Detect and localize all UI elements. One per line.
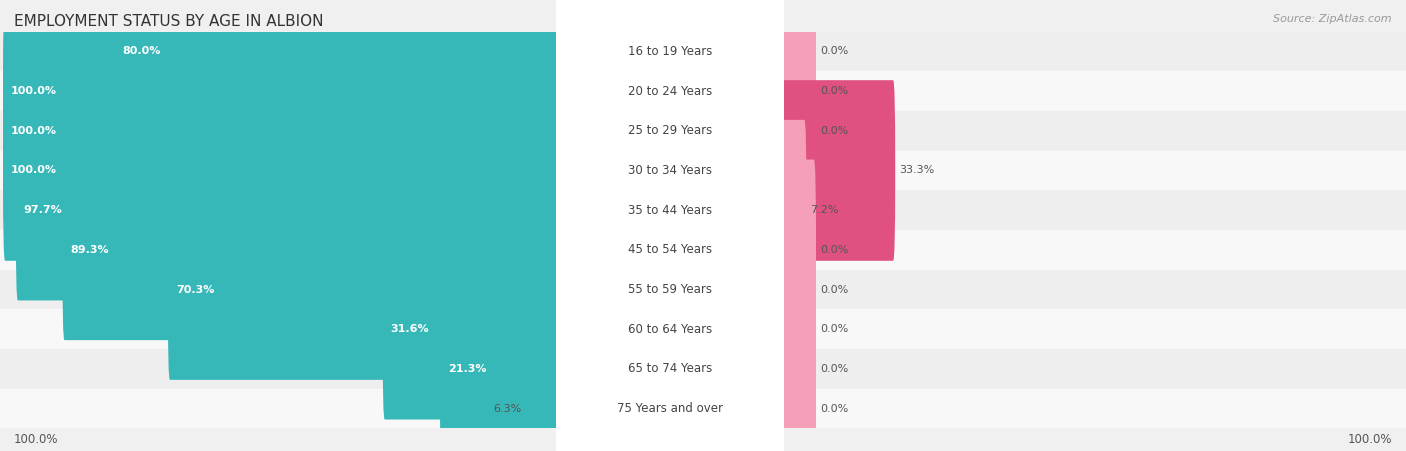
FancyBboxPatch shape — [555, 0, 785, 222]
FancyBboxPatch shape — [778, 0, 815, 142]
FancyBboxPatch shape — [778, 239, 815, 419]
FancyBboxPatch shape — [114, 0, 562, 142]
Text: 60 to 64 Years: 60 to 64 Years — [628, 323, 711, 336]
FancyBboxPatch shape — [778, 160, 815, 340]
FancyBboxPatch shape — [3, 1, 562, 181]
Text: 89.3%: 89.3% — [70, 245, 110, 255]
Text: Source: ZipAtlas.com: Source: ZipAtlas.com — [1274, 14, 1392, 23]
FancyBboxPatch shape — [62, 160, 562, 340]
Text: 7.2%: 7.2% — [810, 205, 839, 215]
Bar — [0, 32, 1406, 71]
Bar — [0, 230, 1406, 270]
Text: 25 to 29 Years: 25 to 29 Years — [628, 124, 711, 137]
FancyBboxPatch shape — [778, 279, 815, 451]
Text: 100.0%: 100.0% — [11, 166, 58, 175]
FancyBboxPatch shape — [167, 199, 562, 380]
Text: 100.0%: 100.0% — [14, 433, 59, 446]
Text: 0.0%: 0.0% — [820, 324, 848, 334]
FancyBboxPatch shape — [555, 79, 785, 420]
FancyBboxPatch shape — [555, 198, 785, 451]
Text: 6.3%: 6.3% — [492, 404, 522, 414]
Text: 0.0%: 0.0% — [820, 126, 848, 136]
Text: 35 to 44 Years: 35 to 44 Years — [628, 204, 711, 216]
Text: 0.0%: 0.0% — [820, 86, 848, 96]
Text: 65 to 74 Years: 65 to 74 Years — [628, 363, 711, 375]
FancyBboxPatch shape — [555, 40, 785, 381]
Text: 80.0%: 80.0% — [122, 46, 160, 56]
Bar — [0, 270, 1406, 309]
FancyBboxPatch shape — [778, 80, 896, 261]
Bar — [0, 389, 1406, 428]
Bar — [0, 309, 1406, 349]
Text: 75 Years and over: 75 Years and over — [617, 402, 723, 415]
FancyBboxPatch shape — [555, 0, 785, 341]
Bar — [0, 111, 1406, 151]
Text: EMPLOYMENT STATUS BY AGE IN ALBION: EMPLOYMENT STATUS BY AGE IN ALBION — [14, 14, 323, 28]
Text: 21.3%: 21.3% — [447, 364, 486, 374]
FancyBboxPatch shape — [382, 239, 562, 419]
FancyBboxPatch shape — [440, 279, 562, 451]
FancyBboxPatch shape — [778, 318, 815, 451]
Bar — [0, 151, 1406, 190]
FancyBboxPatch shape — [15, 120, 562, 300]
Bar — [0, 71, 1406, 111]
FancyBboxPatch shape — [523, 318, 562, 451]
Text: 0.0%: 0.0% — [820, 364, 848, 374]
FancyBboxPatch shape — [3, 80, 562, 261]
Text: 97.7%: 97.7% — [24, 205, 62, 215]
Text: 16 to 19 Years: 16 to 19 Years — [628, 45, 713, 58]
FancyBboxPatch shape — [778, 199, 815, 380]
FancyBboxPatch shape — [555, 159, 785, 451]
Text: 100.0%: 100.0% — [11, 86, 58, 96]
Text: 30 to 34 Years: 30 to 34 Years — [628, 164, 711, 177]
FancyBboxPatch shape — [555, 0, 785, 301]
FancyBboxPatch shape — [555, 238, 785, 451]
Text: 100.0%: 100.0% — [11, 126, 58, 136]
Text: 100.0%: 100.0% — [1347, 433, 1392, 446]
Text: 0.0%: 0.0% — [820, 46, 848, 56]
Text: 31.6%: 31.6% — [391, 324, 429, 334]
Text: 45 to 54 Years: 45 to 54 Years — [628, 244, 711, 256]
Bar — [0, 190, 1406, 230]
Text: 55 to 59 Years: 55 to 59 Years — [628, 283, 711, 296]
Text: 70.3%: 70.3% — [176, 285, 214, 295]
FancyBboxPatch shape — [778, 1, 815, 181]
FancyBboxPatch shape — [3, 41, 562, 221]
FancyBboxPatch shape — [778, 120, 807, 300]
Text: 20 to 24 Years: 20 to 24 Years — [628, 85, 711, 97]
Text: 0.0%: 0.0% — [820, 404, 848, 414]
Bar — [0, 349, 1406, 389]
FancyBboxPatch shape — [555, 0, 785, 262]
FancyBboxPatch shape — [778, 41, 815, 221]
FancyBboxPatch shape — [555, 119, 785, 451]
Text: 33.3%: 33.3% — [900, 166, 935, 175]
Text: 0.0%: 0.0% — [820, 285, 848, 295]
Text: 0.0%: 0.0% — [820, 245, 848, 255]
